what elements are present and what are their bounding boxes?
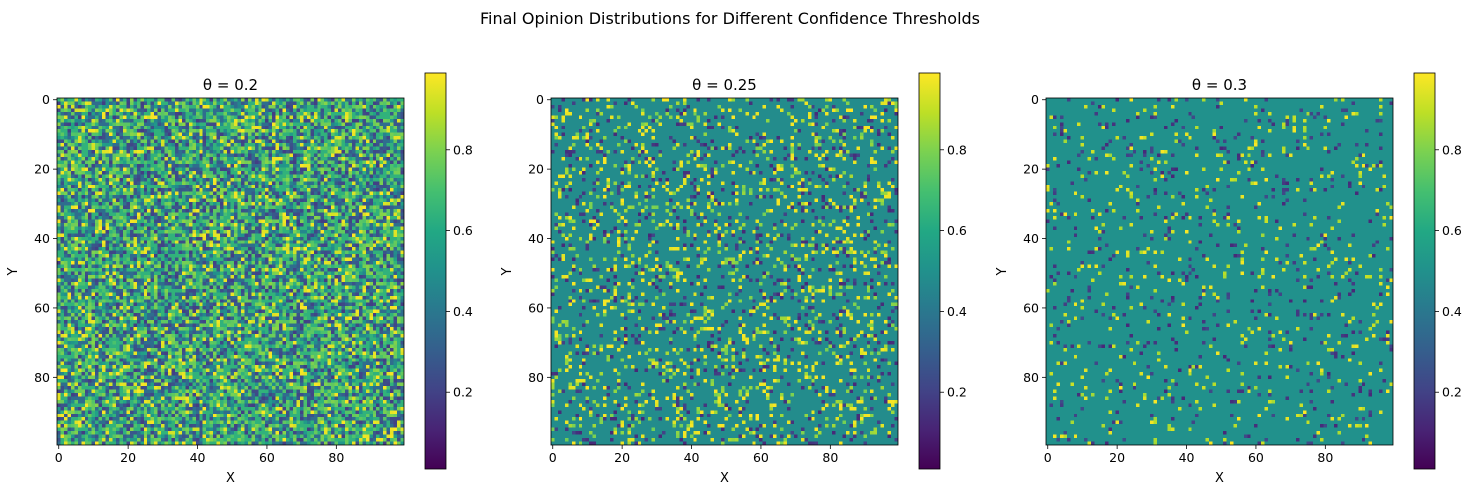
y-axis-label: Y: [500, 267, 515, 276]
x-tick-label: 80: [822, 450, 838, 465]
x-tick-label: 60: [1248, 450, 1264, 465]
panel-title: θ = 0.25: [692, 76, 757, 94]
y-tick-label: 20: [528, 162, 544, 177]
y-tick-label: 0: [536, 92, 544, 107]
y-tick-label: 80: [34, 370, 50, 385]
panel-3: θ = 0.3 0 20 40 60 80 0 20 40 60 80 X Y 0.2 0.4 0.6 0.8: [995, 72, 1462, 486]
x-tick-label: 80: [328, 450, 344, 465]
colorbar-tick-label: 0.4: [947, 304, 967, 319]
y-tick-label: 0: [1031, 92, 1039, 107]
y-tick-label: 60: [34, 300, 50, 315]
colorbar-tick-label: 0.8: [947, 142, 967, 157]
figure-suptitle: Final Opinion Distributions for Differen…: [480, 9, 980, 28]
x-tick-label: 20: [1109, 450, 1125, 465]
panel-title: θ = 0.3: [1192, 76, 1247, 94]
panel-1: θ = 0.2 0 20 40 60 80 0 20 40 60 80 X Y 0.2 0.4 0.6 0.8: [6, 72, 473, 486]
x-tick-label: 0: [1044, 450, 1052, 465]
colorbar-tick-label: 0.4: [453, 304, 473, 319]
y-tick-label: 60: [1023, 300, 1039, 315]
colorbar-tick-label: 0.2: [453, 385, 473, 400]
x-tick-label: 80: [1317, 450, 1333, 465]
y-tick-label: 40: [1023, 231, 1039, 246]
colorbar-tick-label: 0.2: [947, 385, 967, 400]
y-tick-label: 80: [528, 370, 544, 385]
axes-frame: [550, 97, 899, 446]
y-axis-label: Y: [6, 267, 21, 276]
x-tick-label: 20: [120, 450, 136, 465]
x-axis-label: X: [720, 471, 729, 486]
panels: θ = 0.20 20 40 60 80020406080XY0.20.40.60.8θ…: [6, 72, 1462, 486]
y-tick-label: 40: [528, 231, 544, 246]
x-tick-label: 60: [259, 450, 275, 465]
y-tick-label: 0: [42, 92, 50, 107]
x-tick-label: 40: [684, 450, 700, 465]
y-tick-label: 80: [1023, 370, 1039, 385]
y-axis-label: Y: [995, 267, 1010, 276]
x-tick-label: 0: [55, 450, 63, 465]
panel-2: θ = 0.25 0 20 40 60 80 0 20 40 60 80 X Y 0.2 0.4 0.6 0.8: [500, 72, 967, 486]
x-tick-label: 40: [1179, 450, 1195, 465]
heatmap-image: [1046, 98, 1393, 445]
axes-frame: [56, 97, 405, 446]
colorbar-tick-label: 0.2: [1442, 385, 1462, 400]
y-tick-label: 20: [1023, 162, 1039, 177]
x-tick-label: 40: [190, 450, 206, 465]
heatmap-image: [551, 98, 898, 445]
x-axis-label: X: [226, 471, 235, 486]
x-tick-label: 60: [753, 450, 769, 465]
colorbar-tick-label: 0.6: [1442, 223, 1462, 238]
panel-title: θ = 0.2: [203, 76, 258, 94]
heatmap-image: [57, 98, 404, 445]
y-tick-label: 60: [528, 300, 544, 315]
colorbar-tick-label: 0.8: [1442, 142, 1462, 157]
colorbar-tick-label: 0.6: [947, 223, 967, 238]
x-tick-label: 20: [614, 450, 630, 465]
colorbar: [918, 72, 941, 470]
y-tick-label: 40: [34, 231, 50, 246]
axes-frame: [1045, 97, 1394, 446]
colorbar-tick-label: 0.6: [453, 223, 473, 238]
colorbar-tick-label: 0.4: [1442, 304, 1462, 319]
colorbar-tick-label: 0.8: [453, 142, 473, 157]
x-axis-label: X: [1215, 471, 1224, 486]
colorbar: [424, 72, 447, 470]
y-tick-label: 20: [34, 162, 50, 177]
x-tick-label: 0: [549, 450, 557, 465]
colorbar: [1413, 72, 1436, 470]
